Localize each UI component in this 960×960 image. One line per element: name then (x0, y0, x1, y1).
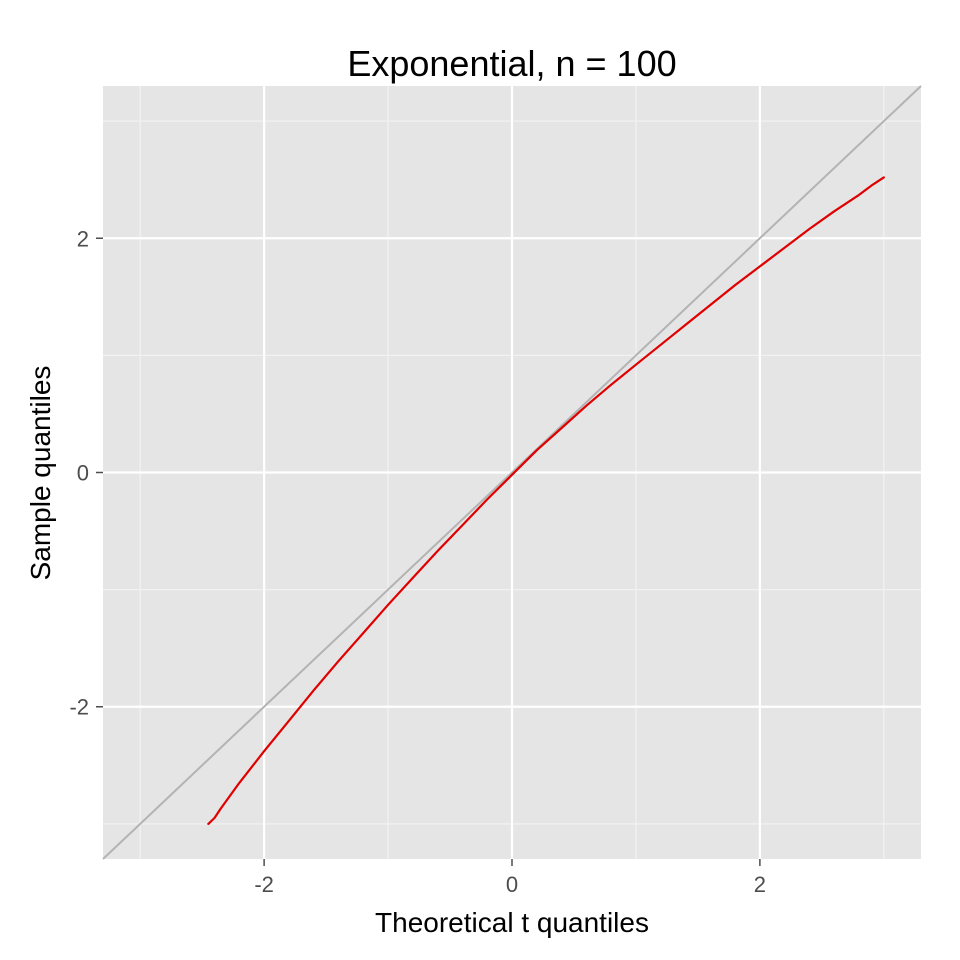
y-axis-title: Sample quantiles (25, 366, 56, 581)
reference-line-group (102, 85, 922, 860)
x-tick-label: -2 (254, 872, 274, 897)
y-tick-label: -2 (69, 695, 89, 720)
x-axis-title: Theoretical t quantiles (375, 907, 649, 938)
reference-line (102, 85, 922, 860)
x-tick-label: 0 (506, 872, 518, 897)
y-tick-label: 2 (77, 226, 89, 251)
series-group (207, 176, 885, 826)
x-tick-label: 2 (754, 872, 766, 897)
axis-ticks: -2 0 2 -2 0 2 (69, 226, 766, 897)
chart-title: Exponential, n = 100 (347, 43, 676, 84)
series-line-1 (207, 176, 885, 826)
y-tick-label: 0 (77, 461, 89, 486)
